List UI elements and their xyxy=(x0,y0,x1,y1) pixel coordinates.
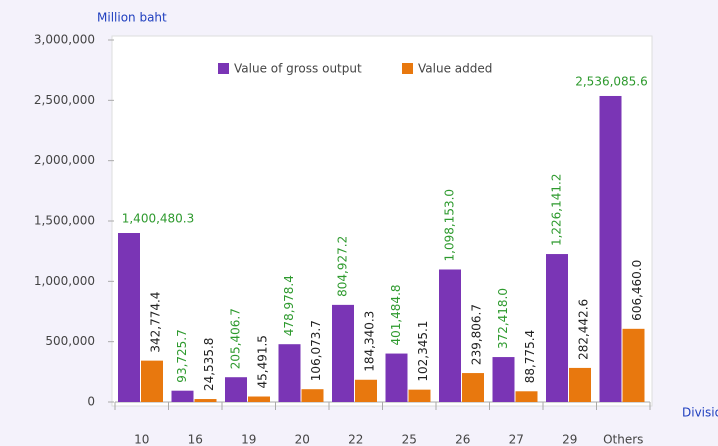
x-axis-title: Division xyxy=(682,406,718,420)
data-label: 24,535.8 xyxy=(202,338,216,391)
data-label: 1,400,480.3 xyxy=(122,212,195,226)
data-label: 106,073.7 xyxy=(309,320,323,381)
data-label: 88,775.4 xyxy=(523,330,537,383)
x-tick-label: 25 xyxy=(402,433,417,446)
bar xyxy=(194,399,217,402)
data-label: 282,442.6 xyxy=(577,299,591,360)
data-label: 804,927.2 xyxy=(336,236,350,297)
y-axis-title: Million baht xyxy=(97,11,167,25)
bar xyxy=(599,95,622,402)
legend-swatch xyxy=(218,63,229,74)
bar xyxy=(278,344,301,402)
y-tick-label: 2,500,000 xyxy=(34,93,95,107)
data-label: 205,406.7 xyxy=(229,308,243,369)
bar xyxy=(332,304,354,402)
bar xyxy=(225,377,247,402)
bar xyxy=(622,328,645,402)
data-label: 478,978.4 xyxy=(282,275,296,336)
data-label: 184,340.3 xyxy=(363,311,377,372)
y-tick-label: 1,500,000 xyxy=(34,214,95,228)
data-label: 102,345.1 xyxy=(416,321,430,382)
data-label: 606,460.0 xyxy=(630,260,644,321)
bar xyxy=(141,360,163,402)
y-tick-label: 0 xyxy=(87,395,95,409)
x-tick-label: 27 xyxy=(509,433,524,446)
bar xyxy=(118,233,140,402)
y-tick-label: 3,000,000 xyxy=(34,33,95,47)
bar xyxy=(492,357,515,402)
bar xyxy=(355,379,377,402)
data-label: 2,536,085.6 xyxy=(575,74,648,88)
x-tick-label: 26 xyxy=(455,433,470,446)
bar xyxy=(515,391,538,402)
data-label: 1,098,153.0 xyxy=(443,189,457,262)
bar xyxy=(248,396,270,402)
legend-label: Value added xyxy=(418,62,492,76)
legend-swatch xyxy=(402,63,413,74)
data-label: 1,226,141.2 xyxy=(550,174,564,247)
y-tick-label: 2,000,000 xyxy=(34,153,95,167)
x-tick-label: 22 xyxy=(348,433,363,446)
bar xyxy=(171,390,194,402)
bar xyxy=(439,269,461,402)
x-tick-label: 19 xyxy=(241,433,256,446)
bar xyxy=(408,389,431,402)
legend-label: Value of gross output xyxy=(234,62,362,76)
bar xyxy=(569,367,591,402)
data-label: 45,491.5 xyxy=(256,335,270,388)
x-tick-label: 16 xyxy=(188,433,203,446)
x-tick-label: 29 xyxy=(562,433,577,446)
bar xyxy=(462,373,484,402)
bar xyxy=(301,389,324,402)
y-tick-label: 1,000,000 xyxy=(34,274,95,288)
data-label: 401,484.8 xyxy=(389,284,403,345)
bar xyxy=(546,254,568,402)
x-tick-label: 10 xyxy=(134,433,149,446)
x-tick-label: 20 xyxy=(295,433,310,446)
bar xyxy=(385,353,408,402)
y-tick-label: 500,000 xyxy=(45,334,95,348)
data-label: 372,418.0 xyxy=(496,288,510,349)
data-label: 342,774.4 xyxy=(149,292,163,353)
x-tick-label: Others xyxy=(603,433,643,446)
data-label: 93,725.7 xyxy=(175,329,189,382)
data-label: 239,806.7 xyxy=(470,304,484,365)
